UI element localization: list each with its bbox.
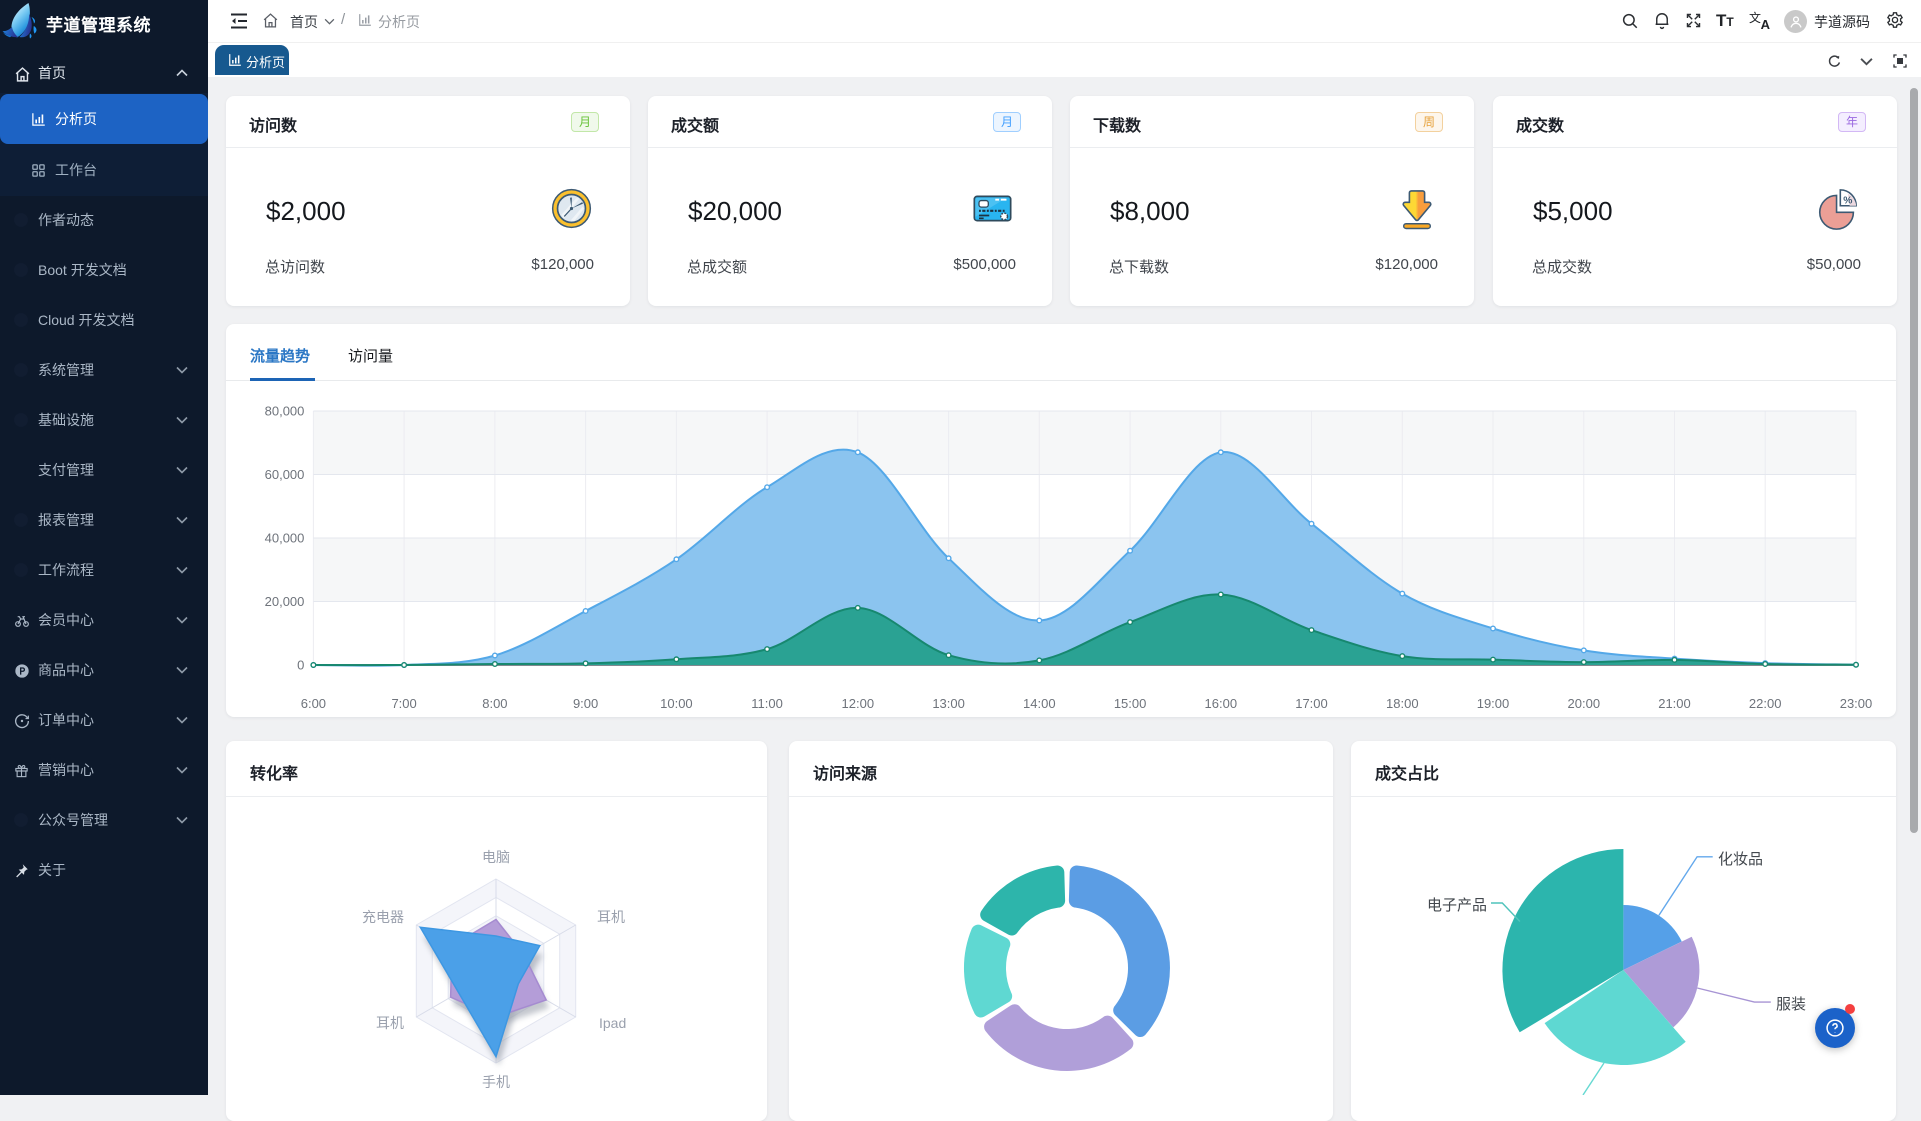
svg-text:%: % xyxy=(1843,195,1852,206)
